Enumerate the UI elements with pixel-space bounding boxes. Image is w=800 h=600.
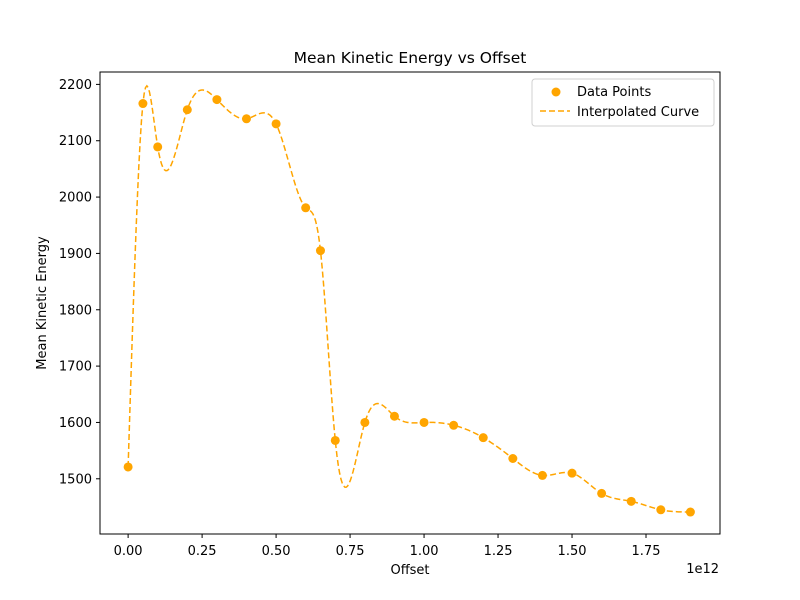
legend: Data Points Interpolated Curve — [531, 78, 715, 127]
data-point — [271, 119, 281, 129]
data-point — [656, 505, 666, 515]
y-tick-label: 2200 — [59, 78, 92, 93]
x-tick-label: 1.75 — [632, 544, 661, 559]
y-tick-label: 2100 — [59, 134, 92, 149]
legend-marker-data-points — [551, 87, 561, 97]
y-axis-ticks: 1500 1600 1700 1800 1900 2000 2100 2200 — [59, 78, 100, 487]
data-point — [537, 470, 547, 480]
legend-box — [531, 78, 715, 127]
x-axis-offset-label: 1e12 — [686, 562, 719, 577]
data-point — [241, 114, 251, 124]
data-point — [626, 496, 636, 506]
x-tick-label: 0.50 — [262, 544, 291, 559]
data-point — [478, 433, 488, 443]
chart-title: Mean Kinetic Energy vs Offset — [294, 49, 527, 67]
data-point — [360, 417, 370, 427]
data-point — [212, 95, 222, 105]
x-tick-label: 0.25 — [188, 544, 217, 559]
x-axis-label: Offset — [390, 563, 429, 578]
legend-label-data-points: Data Points — [577, 85, 651, 100]
x-tick-label: 1.00 — [410, 544, 439, 559]
data-point — [138, 99, 148, 109]
y-tick-label: 1800 — [59, 303, 92, 318]
y-axis-label: Mean Kinetic Energy — [35, 236, 50, 370]
plot-area — [100, 72, 720, 534]
points-layer — [123, 95, 695, 517]
data-point — [597, 488, 607, 498]
data-point — [508, 454, 518, 463]
data-point — [449, 420, 459, 430]
x-axis-ticks: 0.00 0.25 0.50 0.75 1.00 1.25 1.50 1.75 — [114, 534, 661, 559]
x-tick-label: 1.50 — [558, 544, 587, 559]
data-point — [315, 246, 325, 256]
y-tick-label: 1700 — [59, 360, 92, 375]
y-tick-label: 1900 — [59, 247, 92, 262]
data-point — [301, 203, 311, 213]
interpolated-curve-line — [127, 84, 691, 513]
y-tick-label: 2000 — [59, 191, 92, 206]
legend-label-interpolated-curve: Interpolated Curve — [577, 105, 699, 120]
x-tick-label: 0.00 — [114, 544, 143, 559]
x-tick-label: 1.25 — [484, 544, 513, 559]
x-tick-label: 0.75 — [336, 544, 365, 559]
plot-frame — [99, 71, 721, 535]
data-point — [567, 468, 577, 478]
curve-layer — [127, 84, 691, 513]
data-point — [419, 417, 429, 427]
y-tick-label: 1500 — [59, 472, 92, 487]
data-point — [685, 507, 695, 517]
data-point — [389, 411, 399, 421]
data-point — [153, 142, 163, 152]
data-point — [330, 435, 340, 445]
data-point — [182, 105, 192, 115]
data-point — [123, 462, 133, 472]
y-tick-label: 1600 — [59, 416, 92, 431]
